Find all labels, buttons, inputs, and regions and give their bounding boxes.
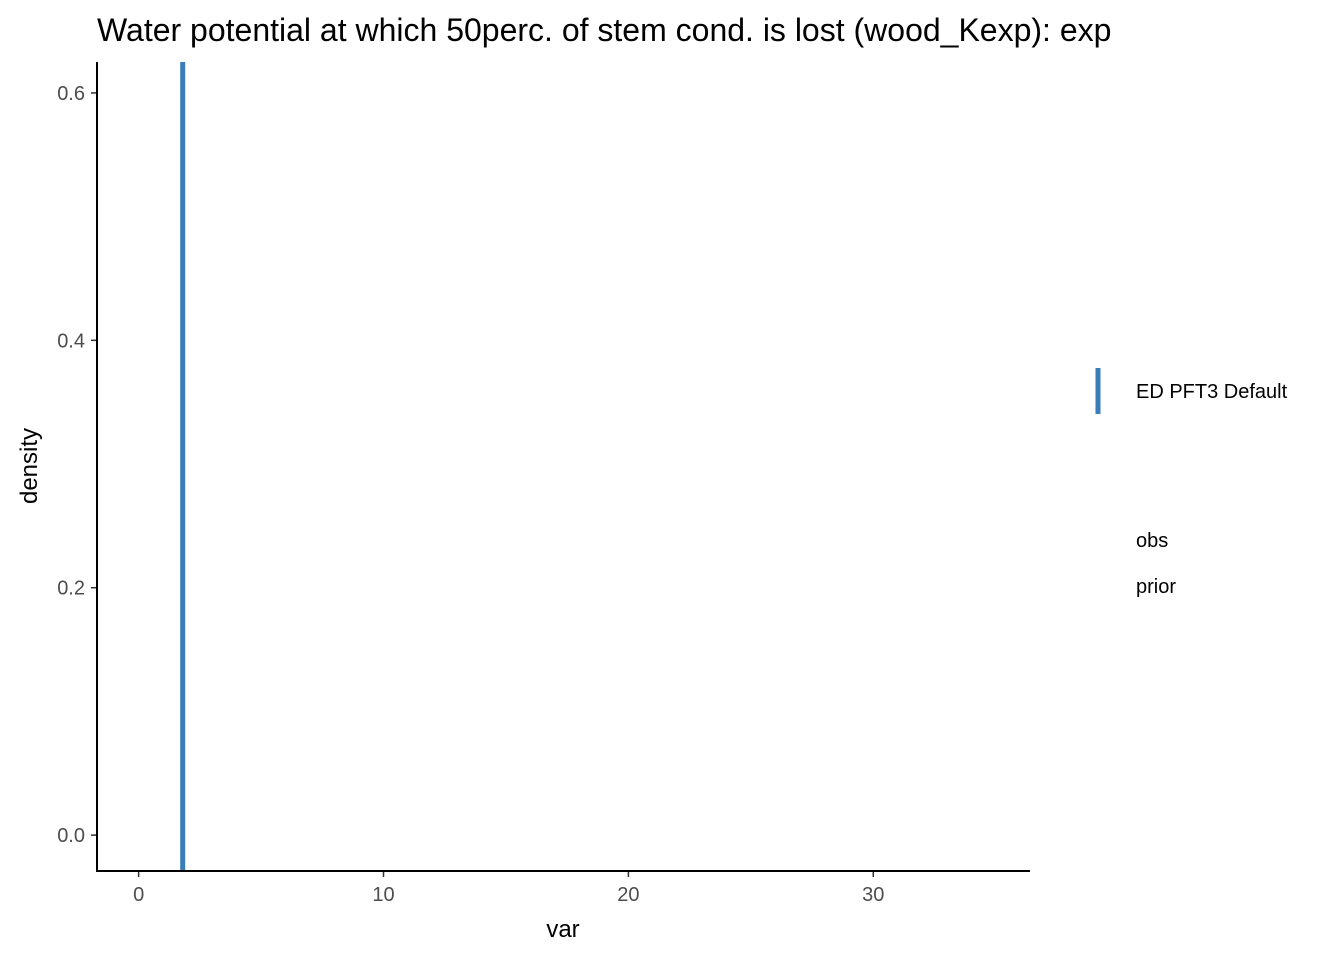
y-tick-label: 0.0 — [57, 825, 85, 847]
chart-title: Water potential at which 50perc. of stem… — [97, 12, 1111, 48]
y-axis-title: density — [16, 428, 43, 504]
legend-label: prior — [1136, 576, 1176, 598]
plot-panel: 0 10 20 30 0.0 0.2 0.4 0.6 — [57, 62, 1030, 906]
y-axis-ticks: 0.0 0.2 0.4 0.6 — [57, 83, 97, 847]
legend-label: obs — [1136, 530, 1168, 552]
y-tick-label: 0.2 — [57, 578, 85, 600]
y-tick-label: 0.4 — [57, 330, 85, 352]
legend: ED PFT3 Default obs prior — [1095, 368, 1288, 598]
x-axis-title: var — [546, 916, 579, 943]
x-tick-label: 30 — [862, 884, 884, 906]
x-tick-label: 10 — [372, 884, 394, 906]
x-axis-ticks: 0 10 20 30 — [133, 871, 884, 906]
legend-label: ED PFT3 Default — [1136, 381, 1288, 403]
x-tick-label: 0 — [133, 884, 144, 906]
y-tick-label: 0.6 — [57, 83, 85, 105]
x-tick-label: 20 — [617, 884, 639, 906]
